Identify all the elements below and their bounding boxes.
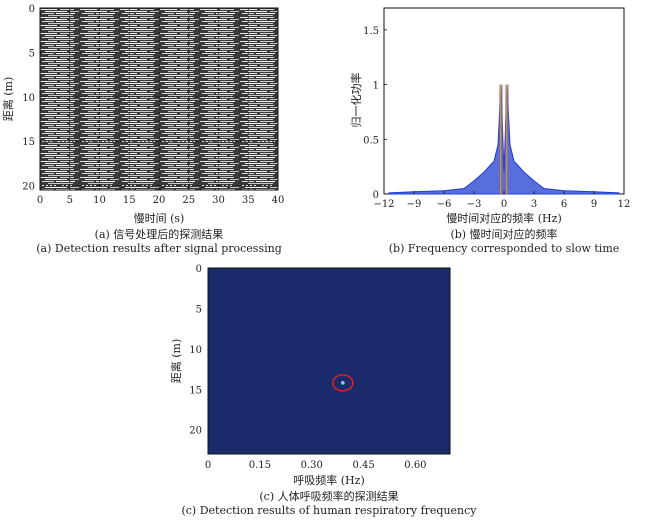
panel-b-ylabel: 归一化功率 [349,73,363,128]
panel-c-ytick-label: 10 [189,345,202,356]
panel-a-xtick-label: 15 [123,195,136,206]
panel-b-xtick-label: 3 [531,199,537,210]
panel-a-ylabel: 距离 (m) [1,77,15,122]
panel-a-xtick-label: 0 [37,195,43,206]
panel-b-xtick-label: −3 [467,199,482,210]
caption-c-cn: (c) 人体呼吸频率的探测结果 [259,489,398,503]
panel-a-xtick-label: 20 [153,195,166,206]
panel-b-xtick-label: −9 [407,199,422,210]
panel-c-xtick-label: 0.15 [249,460,271,471]
panel-b-xtick-label: −12 [373,199,394,210]
panel-c-ticks: 0 0.15 0.30 0.45 0.60 0 5 10 15 20 [189,264,426,471]
panel-a-xtick-label: 10 [93,195,106,206]
panel-c-peak [332,374,354,392]
panel-c-ylabel: 距离 (m) [169,339,183,384]
caption-b-cn: (b) 慢时间对应的频率 [450,227,557,241]
panel-a-xtick-label: 5 [67,195,73,206]
panel-a-ytick-label: 20 [22,182,35,193]
panel-a-xtick-label: 30 [212,195,225,206]
panel-b-spectrum [388,84,620,195]
caption-a-en: (a) Detection results after signal proce… [36,242,281,255]
panel-c-peak-point [341,381,345,385]
panel-a-xtick-label: 25 [182,195,195,206]
caption-c-en: (c) Detection results of human respirato… [181,504,477,517]
panel-c-xtick-label: 0.45 [352,460,374,471]
panel-a-ytick-label: 5 [29,48,35,59]
panel-a-xtick-label: 40 [272,195,285,206]
panel-c-xtick-label: 0 [205,460,211,471]
panel-c-plot-area [207,267,451,455]
panel-a-ytick-label: 15 [22,137,35,148]
panel-a-plot-area [39,7,279,191]
panel-c-ytick-label: 5 [196,304,202,315]
panel-b-xtick-label: −6 [437,199,452,210]
panel-b-xtick-label: 12 [618,199,631,210]
caption-b-en: (b) Frequency corresponded to slow time [389,242,620,255]
panel-b-xlabel: 慢时间对应的频率 (Hz) [446,211,561,225]
panel-c-peak-circle [332,374,354,392]
caption-a-cn: (a) 信号处理后的探测结果 [95,227,224,241]
panel-b-ticks: −12 −9 −6 −3 0 3 6 9 12 0 0.5 1 1.5 [363,26,630,210]
panel-b: −12 −9 −6 −3 0 3 6 9 12 0 0.5 1 1.5 慢时间对应的频率 (Hz) 归一… [349,7,630,255]
panel-c-ytick-label: 0 [196,264,202,275]
panel-c-xtick-label: 0.60 [404,460,426,471]
panel-b-ytick-label: 1.5 [363,26,379,37]
panel-a-xlabel: 慢时间 (s) [134,212,185,225]
panel-c-xtick-label: 0.30 [301,460,323,471]
panel-b-ytick-label: 1 [373,81,379,92]
panel-b-ytick-label: 0.5 [363,135,379,146]
panel-b-xtick-label: 0 [501,199,507,210]
panel-a-ticks: 0 5 10 15 20 25 30 35 40 0 5 10 15 20 [22,4,284,206]
panel-a-xtick-label: 35 [242,195,255,206]
panel-a-ytick-label: 10 [22,93,35,104]
panel-b-ytick-label: 0 [373,190,379,201]
panel-b-xtick-label: 9 [591,199,597,210]
panel-c-xlabel: 呼吸频率 (Hz) [293,473,364,487]
panel-c: 0 0.15 0.30 0.45 0.60 0 5 10 15 20 呼吸频率 (Hz) 距离 (… [169,264,477,517]
panel-a-ytick-label: 0 [29,4,35,15]
panel-c-ytick-label: 20 [189,426,202,437]
panel-b-xtick-label: 6 [561,199,567,210]
panel-c-ytick-label: 15 [189,385,202,396]
